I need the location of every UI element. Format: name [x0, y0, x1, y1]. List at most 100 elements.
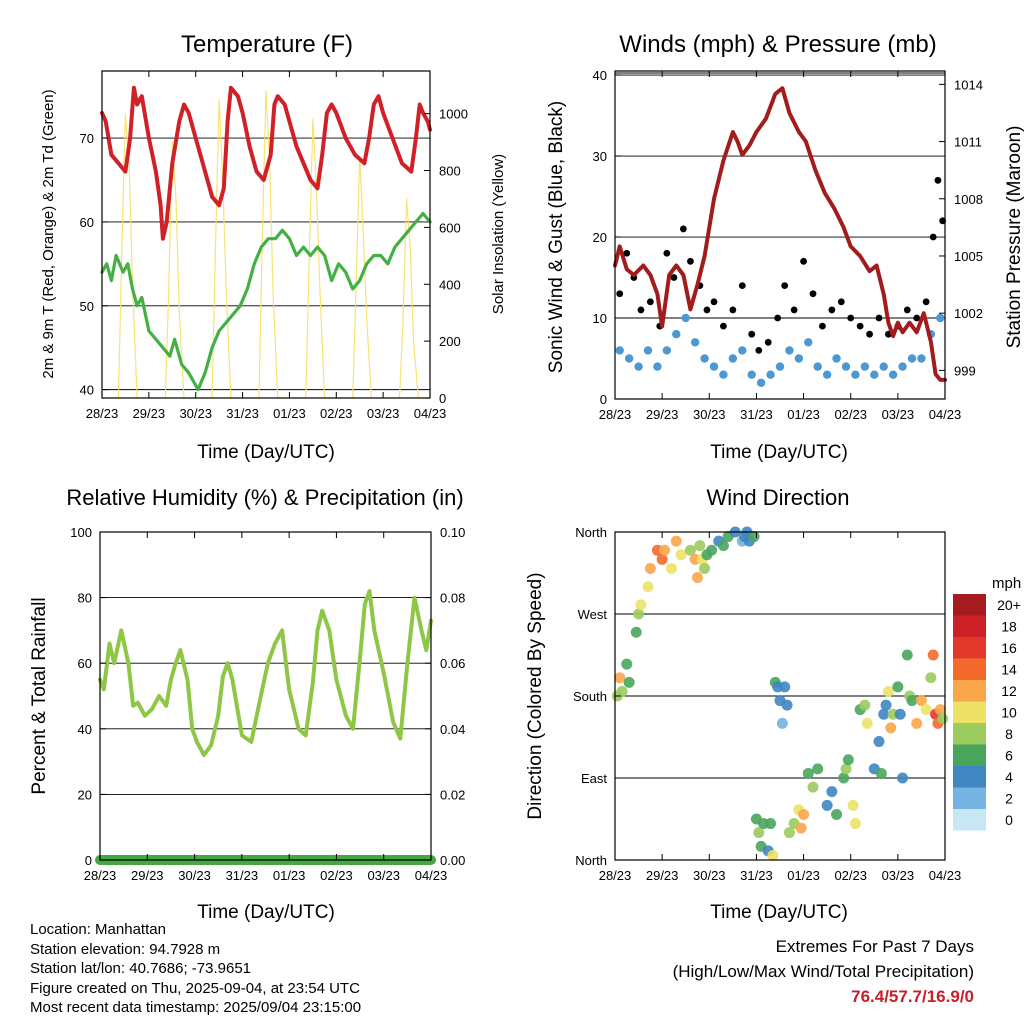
wind-point — [738, 346, 747, 355]
latest-timestamp: Most recent data timestamp: 2025/09/04 2… — [30, 999, 362, 1017]
gust-point — [616, 290, 624, 298]
direction-point — [776, 717, 788, 729]
wind-point — [917, 354, 926, 363]
direction-point — [753, 827, 765, 839]
x-tick-label: 04/23 — [415, 868, 448, 883]
wind-point — [870, 370, 879, 379]
wind-point — [672, 330, 681, 339]
legend-label: 14 — [1001, 662, 1017, 678]
direction-point — [675, 549, 687, 561]
y-tick-label: 40 — [78, 722, 92, 737]
direction-point — [644, 562, 656, 574]
winds-xlabel: Time (Day/UTC) — [710, 442, 848, 463]
direction-series — [611, 526, 949, 861]
station-latlon: Station lat/lon: 40.7686; -73.9651 — [30, 960, 252, 978]
direction-point — [878, 708, 890, 720]
gust-point — [934, 176, 942, 184]
y2-tick-label: 0.08 — [440, 591, 465, 606]
winds-title: Winds (mph) & Pressure (mb) — [619, 31, 936, 58]
gust-point — [800, 257, 807, 265]
gust-point — [913, 314, 921, 322]
legend-label: 6 — [1005, 748, 1013, 764]
x-tick-label: 29/23 — [133, 406, 166, 421]
gust-point — [875, 314, 883, 322]
x-tick-label: 28/23 — [599, 407, 632, 422]
y-tick-label: 0 — [85, 853, 92, 868]
gust-point — [755, 347, 763, 354]
humidity-plot-frame — [99, 531, 432, 861]
y-tick-label: 50 — [80, 299, 94, 314]
y2-tick-label: 0.00 — [440, 853, 465, 868]
gust-point — [729, 306, 737, 314]
humidity-xlabel: Time (Day/UTC) — [197, 902, 335, 923]
wind-point — [728, 354, 738, 363]
wind-point — [860, 362, 870, 371]
wind-point — [822, 370, 832, 379]
gust-point — [781, 282, 789, 290]
y2-tick-label: 0 — [439, 391, 446, 406]
y-tick-label: North — [575, 853, 607, 868]
wind-point — [719, 370, 728, 379]
x-tick-label: 03/23 — [367, 406, 400, 421]
direction-point — [885, 722, 897, 734]
direction-point — [937, 713, 949, 725]
temperature-y-ticks: 40 50 60 70 — [80, 131, 108, 398]
x-tick-label: 31/23 — [740, 868, 773, 883]
gust-point — [637, 306, 645, 314]
winds-y-ticks: 0 10 20 30 40 — [593, 68, 621, 407]
x-tick-label: 31/23 — [740, 407, 773, 422]
direction-point — [894, 708, 906, 720]
direction-point — [873, 736, 885, 748]
legend-swatch — [953, 637, 986, 659]
legend-label: 4 — [1005, 769, 1013, 785]
gust-point — [623, 249, 631, 257]
direction-point — [684, 544, 696, 556]
dewpoint-series — [100, 211, 432, 392]
direction-point — [798, 808, 810, 820]
direction-point — [934, 704, 946, 716]
x-tick-label: 01/23 — [273, 868, 306, 883]
y2-tick-label: 200 — [439, 334, 461, 349]
winds-x-ticks: 28/23 29/23 30/23 31/23 01/23 02/23 03/23 04/23 — [599, 71, 961, 422]
gust-point — [748, 330, 756, 338]
direction-point — [892, 681, 904, 693]
legend-label: 2 — [1005, 791, 1013, 807]
wind-point — [690, 338, 700, 347]
direction-point — [694, 540, 706, 552]
direction-point — [614, 672, 626, 684]
x-tick-label: 28/23 — [86, 406, 119, 421]
x-tick-label: 01/23 — [787, 407, 820, 422]
y-tick-label: North — [575, 525, 607, 540]
direction-point — [911, 717, 923, 729]
temperature-plot-frame — [101, 70, 431, 399]
y2-tick-label: 1002 — [954, 306, 983, 321]
x-tick-label: 29/23 — [646, 407, 679, 422]
x-tick-label: 02/23 — [834, 868, 867, 883]
wind-point — [653, 362, 662, 371]
legend-swatch — [953, 744, 986, 766]
x-tick-label: 04/23 — [929, 868, 962, 883]
solar-y2label: Solar Insolation (Yellow) — [490, 154, 507, 314]
x-tick-label: 02/23 — [320, 406, 353, 421]
legend-title: mph — [992, 575, 1021, 592]
y-tick-label: 20 — [593, 230, 607, 245]
panel-winds-pressure: Winds (mph) & Pressure (mb) 0 10 20 30 40 99… — [546, 31, 1024, 463]
direction-point — [779, 681, 791, 693]
humidity-ylabel: Percent & Total Rainfall — [29, 597, 50, 794]
direction-point — [783, 827, 795, 839]
wind-point — [936, 313, 945, 323]
wind-point — [662, 346, 672, 355]
direction-point — [767, 849, 779, 861]
direction-point — [915, 695, 927, 707]
x-tick-label: 30/23 — [179, 406, 212, 421]
pressure-series — [613, 86, 947, 382]
direction-point — [642, 581, 654, 593]
temperature-series — [100, 85, 432, 241]
wind-point — [907, 354, 917, 363]
wind-point — [851, 370, 860, 379]
direction-point — [906, 695, 918, 707]
direction-point — [861, 717, 873, 729]
legend-swatch — [953, 766, 986, 788]
y-tick-label: 0 — [600, 392, 607, 407]
gust-point — [720, 322, 727, 330]
